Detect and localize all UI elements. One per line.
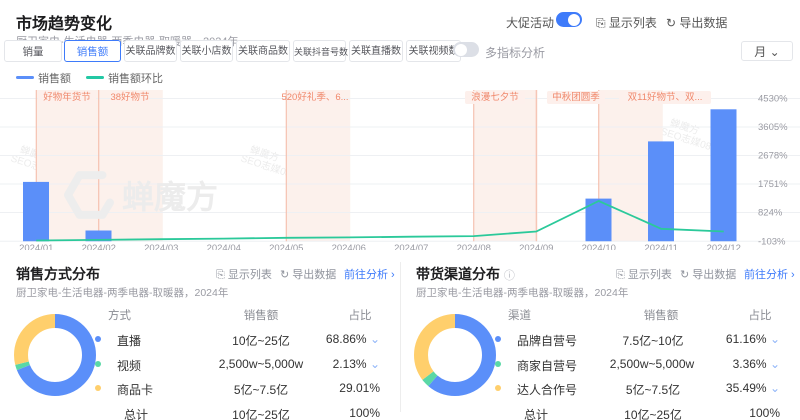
svg-text:蝉魔方: 蝉魔方	[122, 179, 218, 215]
